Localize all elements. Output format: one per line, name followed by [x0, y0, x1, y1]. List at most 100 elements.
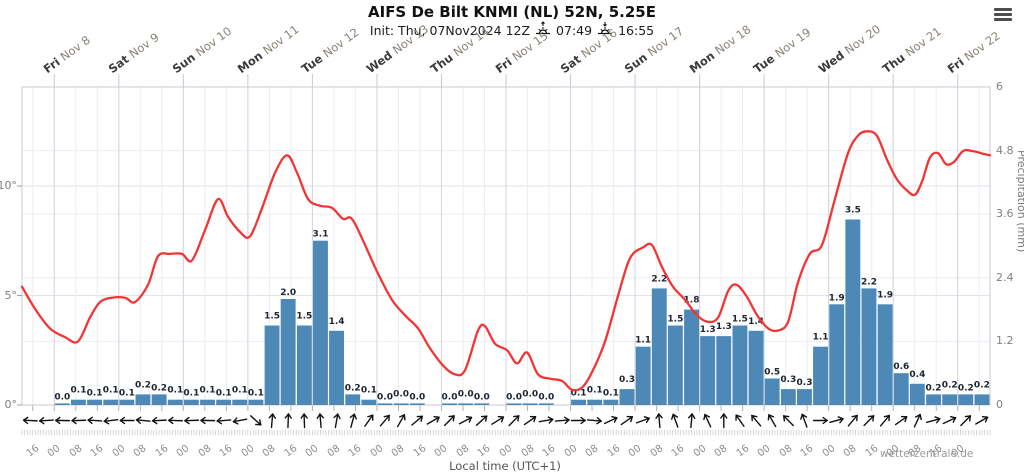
wind-arrow-icon [570, 416, 586, 425]
precipitation-bar [329, 330, 344, 405]
wind-arrow-icon [168, 416, 183, 425]
precipitation-value-label: 0.2 [151, 383, 167, 393]
precipitation-bar [313, 240, 328, 405]
init-label: Init: Thu, 07Nov2024 12Z [369, 22, 531, 38]
precipitation-value-label: 0.0 [442, 392, 458, 402]
precipitation-bar [635, 346, 651, 405]
wind-arrow-icon [800, 413, 808, 428]
wind-arrow-icon [635, 416, 650, 424]
precipitation-bar [684, 309, 699, 405]
sunrise-icon [535, 21, 551, 39]
wind-arrow-icon [135, 416, 151, 424]
precipitation-bar [571, 399, 586, 405]
precipitation-bar [167, 399, 183, 405]
precipitation-value-label: 1.9 [829, 293, 845, 303]
hamburger-menu-icon[interactable] [994, 8, 1012, 22]
precipitation-value-label: 0.1 [216, 389, 232, 399]
precipitation-bar [958, 394, 974, 405]
page-title: AIFS De Bilt KNMI (NL) 52N, 5.25E [368, 3, 656, 21]
chart-subtitle: Init: Thu, 07Nov2024 12Z 07:49 [0, 21, 1024, 39]
precipitation-bar [942, 394, 958, 405]
wind-arrow-icon [879, 414, 890, 427]
wind-arrow-icon [975, 415, 989, 425]
wind-arrow-icon [443, 415, 455, 427]
precipitation-value-label: 0.1 [248, 389, 264, 399]
precipitation-bar [893, 373, 909, 405]
precipitation-bar [183, 399, 199, 405]
precipitation-bar [813, 346, 828, 405]
precipitation-value-label: 1.5 [296, 312, 312, 322]
precipitation-bar [87, 399, 102, 405]
wind-arrow-icon [249, 415, 262, 426]
precipitation-bar [716, 336, 732, 405]
wind-arrow-icon [333, 413, 341, 429]
precipitation-value-label: 0.2 [926, 383, 942, 393]
wind-arrow-icon [508, 415, 520, 427]
wind-arrow-icon [71, 416, 87, 425]
wind-arrow-icon [39, 416, 54, 425]
precipitation-value-label: 0.1 [71, 386, 87, 396]
precipitation-bar [71, 399, 86, 405]
precipitation-value-label: 0.2 [958, 383, 974, 393]
wind-arrow-icon [103, 417, 119, 425]
wind-arrow-icon [688, 413, 696, 429]
precipitation-value-label: 1.3 [716, 322, 732, 332]
precipitation-bar [54, 403, 70, 405]
precipitation-bar [248, 399, 264, 405]
wind-arrow-icon [847, 414, 858, 427]
precipitation-axis-tick: 3.6 [996, 207, 1014, 220]
wind-arrow-icon [22, 416, 38, 425]
wind-arrow-icon [829, 416, 844, 424]
precipitation-bar [280, 299, 296, 405]
precipitation-bar [603, 399, 619, 405]
wind-arrow-icon [894, 415, 908, 426]
temperature-axis-tick: 5° [4, 289, 18, 302]
precipitation-value-label: 0.1 [119, 389, 135, 399]
precipitation-value-label: 0.1 [587, 386, 603, 396]
precipitation-value-label: 0.2 [974, 380, 990, 390]
precipitation-bar [797, 389, 812, 405]
precipitation-bar [619, 389, 635, 405]
wind-arrow-icon [458, 415, 473, 425]
wind-arrow-icon [411, 415, 423, 426]
precipitation-bar [151, 394, 167, 405]
wind-arrow-icon [554, 416, 570, 424]
wind-arrow-icon [216, 417, 232, 425]
wind-arrow-icon [671, 413, 679, 428]
precipitation-bar [296, 325, 312, 405]
precipitation-value-label: 1.8 [684, 296, 700, 306]
precipitation-bar [361, 399, 377, 405]
precipitation-value-label: 0.1 [603, 389, 619, 399]
watermark: wetterzentrale.de [880, 448, 974, 460]
precipitation-value-label: 1.3 [700, 325, 716, 335]
precipitation-bar [845, 219, 861, 405]
wind-arrow-icon [812, 416, 828, 425]
precipitation-value-label: 0.1 [103, 386, 119, 396]
precipitation-value-label: 1.1 [813, 333, 829, 343]
wind-arrow-icon [268, 413, 277, 429]
precipitation-bar [458, 403, 474, 405]
precipitation-bar [587, 399, 603, 405]
wind-arrow-icon [316, 413, 324, 429]
precipitation-bar [926, 394, 941, 405]
wind-arrow-icon [783, 415, 794, 427]
wind-arrow-icon [720, 413, 728, 429]
precipitation-bar [232, 399, 248, 405]
precipitation-bar [538, 403, 554, 405]
wind-arrow-icon [703, 413, 712, 428]
plot-border [21, 86, 991, 406]
precipitation-value-label: 0.6 [893, 362, 909, 372]
precipitation-bar [764, 378, 780, 405]
precipitation-bar [119, 399, 135, 405]
precipitation-value-label: 1.4 [748, 317, 764, 327]
wind-arrow-icon [184, 416, 200, 425]
precipitation-value-label: 1.5 [667, 315, 683, 325]
precipitation-value-label: 0.0 [54, 392, 70, 402]
precipitation-bar [974, 394, 990, 405]
wind-arrow-icon [349, 413, 357, 428]
precipitation-value-label: 0.2 [942, 380, 958, 390]
precipitation-value-label: 1.5 [264, 312, 280, 322]
precipitation-value-label: 0.0 [474, 392, 490, 402]
precipitation-bar [135, 394, 151, 405]
